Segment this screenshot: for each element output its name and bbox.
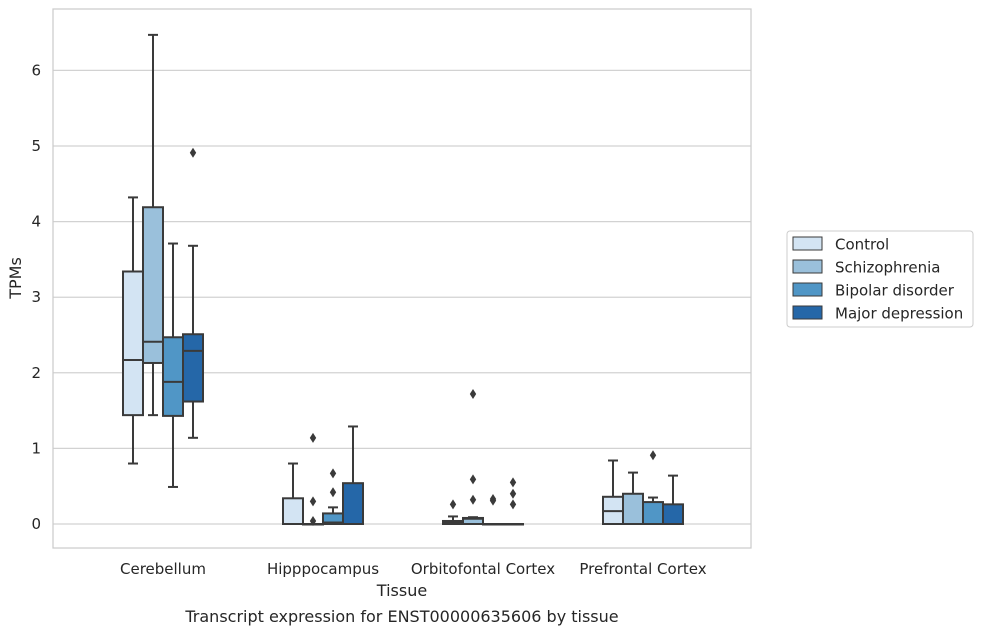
box-series (122, 33, 684, 526)
box-body (182, 333, 204, 403)
box-body (142, 206, 164, 364)
x-tick-label: Orbitofontal Cortex (411, 560, 555, 578)
legend: Control Schizophrenia Bipolar disorder Majo… (786, 230, 974, 328)
outlier-point (509, 499, 517, 510)
legend-label: Bipolar disorder (835, 282, 955, 300)
box-body (162, 336, 184, 417)
legend-frame (786, 230, 974, 328)
box-body (622, 492, 644, 526)
y-tick-label: 6 (31, 61, 41, 79)
outlier-point (309, 515, 317, 526)
series-3 (182, 147, 684, 526)
y-tick-labels: 0 1 2 3 4 5 6 (31, 61, 41, 533)
y-tick-label: 3 (31, 288, 41, 306)
outlier-point (329, 487, 337, 498)
box-body (642, 501, 664, 525)
box (602, 459, 624, 525)
outlier-point (309, 432, 317, 443)
outlier-point (489, 494, 497, 505)
series-2 (162, 242, 664, 526)
y-tick-label: 0 (31, 515, 41, 533)
box (662, 474, 684, 525)
legend-swatch (792, 305, 823, 320)
box-body (662, 503, 684, 525)
x-tick-label: Cerebellum (120, 560, 206, 578)
series-0 (122, 196, 624, 526)
box (282, 462, 304, 525)
outlier-point (449, 499, 457, 510)
box-body (342, 482, 364, 525)
box (622, 471, 644, 526)
y-tick-label: 2 (31, 364, 41, 382)
outlier-point (189, 147, 197, 158)
outlier-point (649, 450, 657, 461)
plot-area (53, 9, 751, 548)
outlier-point (309, 496, 317, 507)
box (482, 494, 504, 526)
y-tick-label: 4 (31, 213, 41, 231)
box (322, 468, 344, 526)
box (462, 388, 484, 526)
outlier-point (469, 388, 477, 399)
x-tick-label: Prefrontal Cortex (579, 560, 706, 578)
plot-frame (52, 8, 752, 549)
chart-caption: Transcript expression for ENST0000063560… (184, 607, 618, 626)
series-1 (142, 33, 644, 526)
outlier-point (509, 488, 517, 499)
box (502, 477, 524, 526)
outlier-point (329, 468, 337, 479)
box (122, 196, 144, 465)
outlier-point (509, 477, 517, 488)
box-body (122, 270, 144, 417)
y-tick-label: 1 (31, 439, 41, 457)
legend-swatch (792, 282, 823, 297)
box (642, 450, 664, 525)
y-axis-label: TPMs (6, 257, 25, 300)
box (142, 33, 164, 417)
box (302, 432, 324, 526)
legend-label: Control (835, 236, 889, 254)
legend-swatch (792, 236, 823, 251)
box (182, 147, 204, 439)
box-body (282, 497, 304, 525)
x-tick-labels: Cerebellum Hipppocampus Orbitofontal Corte… (120, 560, 707, 578)
y-tick-label: 5 (31, 137, 41, 155)
legend-label: Schizophrenia (835, 259, 940, 277)
x-axis-label: Tissue (376, 581, 427, 600)
box (342, 425, 364, 525)
legend-swatch (792, 259, 823, 274)
outlier-point (469, 494, 477, 505)
legend-label: Major depression (835, 305, 963, 323)
outlier-point (469, 474, 477, 485)
x-tick-label: Hipppocampus (267, 560, 379, 578)
